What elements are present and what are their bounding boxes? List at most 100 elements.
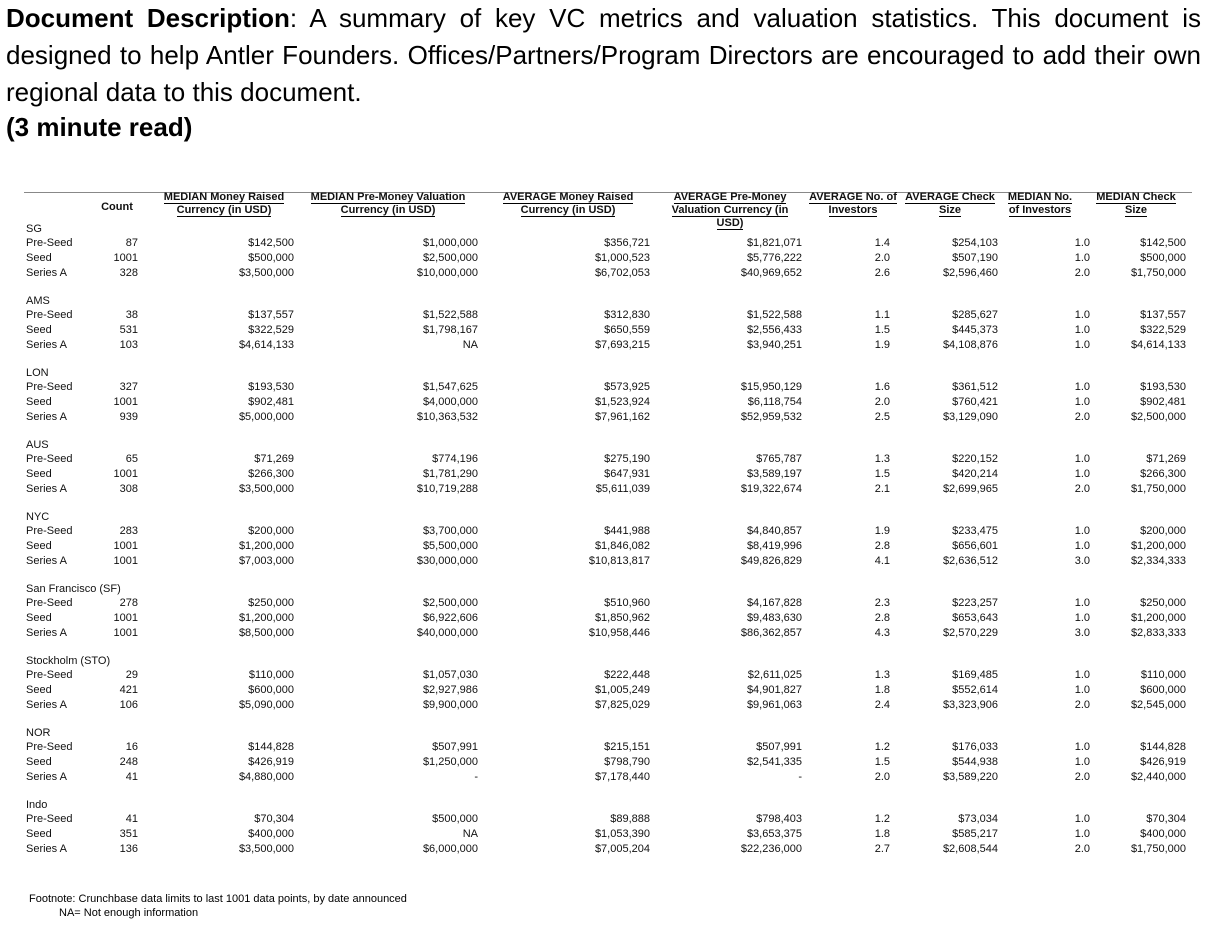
- table-cell: $3,129,090: [942, 411, 998, 423]
- table-cell: $356,721: [604, 237, 650, 249]
- table-cell: $765,787: [756, 453, 802, 465]
- table-cell: $71,269: [1146, 453, 1186, 465]
- header-average-money-raised: AVERAGE Money Raised Currency (in USD): [502, 191, 634, 217]
- table-group: NYC Pre-Seed 283 $200,000 $3,700,000 $441,988…: [24, 510, 1192, 569]
- table-cell: 3.0: [1074, 627, 1090, 639]
- table-cell: $7,961,162: [594, 411, 650, 423]
- table-cell: $2,545,000: [1130, 699, 1186, 711]
- footnote: Footnote: Crunchbase data limits to last…: [29, 892, 407, 920]
- table-cell: Series A: [26, 339, 67, 351]
- table-cell: $1,781,290: [422, 468, 478, 480]
- table-cell: 2.8: [874, 612, 890, 624]
- table-cell: $71,269: [254, 453, 294, 465]
- table-cell: Series A: [26, 627, 67, 639]
- table-cell: $40,969,652: [740, 267, 802, 279]
- table-cell: Seed: [26, 540, 52, 552]
- table-cell: $2,500,000: [1130, 411, 1186, 423]
- table-cell: 1.0: [1074, 756, 1090, 768]
- table-cell: $8,500,000: [238, 627, 294, 639]
- group-name: SG: [26, 223, 42, 235]
- table-cell: 1.5: [874, 468, 890, 480]
- table-cell: $1,846,082: [594, 540, 650, 552]
- table-cell: $2,596,460: [942, 267, 998, 279]
- table-row: Series A 41 $4,880,000 - $7,178,440 - 2.0 $3,58…: [24, 770, 1192, 785]
- table-cell: $500,000: [1140, 252, 1186, 264]
- header-average-no-investors: AVERAGE No. of Investors: [809, 191, 897, 217]
- table-cell: 1.0: [1074, 597, 1090, 609]
- table-cell: Pre-Seed: [26, 525, 73, 537]
- vc-metrics-table: Count MEDIAN Money Raised Currency (in U…: [24, 186, 1192, 870]
- table-group: SG Pre-Seed 87 $142,500 $1,000,000 $356,721 $1…: [24, 222, 1192, 281]
- table-cell: 136: [119, 843, 138, 855]
- group-name: Stockholm (STO): [26, 655, 111, 667]
- document-description: Document Description: A summary of key V…: [6, 0, 1201, 111]
- table-row: Pre-Seed 283 $200,000 $3,700,000 $441,988 $4,…: [24, 524, 1192, 539]
- table-cell: Pre-Seed: [26, 309, 73, 321]
- table-cell: Pre-Seed: [26, 741, 73, 753]
- read-time: (3 minute read): [6, 112, 193, 142]
- table-row: Pre-Seed 87 $142,500 $1,000,000 $356,721 $1,8…: [24, 236, 1192, 251]
- table-cell: 1.6: [874, 381, 890, 393]
- table-cell: 87: [125, 237, 138, 249]
- table-cell: $600,000: [248, 684, 294, 696]
- table-cell: $215,151: [604, 741, 650, 753]
- table-cell: $30,000,000: [416, 555, 478, 567]
- table-cell: $1,053,390: [594, 828, 650, 840]
- table-cell: Pre-Seed: [26, 669, 73, 681]
- table-cell: $10,000,000: [416, 267, 478, 279]
- table-row: Seed 248 $426,919 $1,250,000 $798,790 $2,541,…: [24, 755, 1192, 770]
- table-cell: $193,530: [1140, 381, 1186, 393]
- table-cell: $193,530: [248, 381, 294, 393]
- table-cell: 1.0: [1074, 453, 1090, 465]
- table-cell: $4,167,828: [746, 597, 802, 609]
- table-cell: $233,475: [952, 525, 998, 537]
- table-cell: 2.0: [1074, 699, 1090, 711]
- table-cell: $6,000,000: [422, 843, 478, 855]
- table-row: Seed 1001 $1,200,000 $5,500,000 $1,846,082 $8…: [24, 539, 1192, 554]
- table-cell: 1.0: [1074, 381, 1090, 393]
- group-name: San Francisco (SF): [26, 583, 121, 595]
- table-cell: $9,961,063: [746, 699, 802, 711]
- table-cell: 1.0: [1074, 669, 1090, 681]
- table-cell: 4.3: [874, 627, 890, 639]
- table-cell: $7,693,215: [594, 339, 650, 351]
- table-cell: $4,614,133: [1130, 339, 1186, 351]
- group-name: Indo: [26, 799, 48, 811]
- table-cell: 2.0: [1074, 771, 1090, 783]
- table-cell: $7,003,000: [238, 555, 294, 567]
- header-median-money-raised: MEDIAN Money Raised Currency (in USD): [163, 191, 285, 217]
- table-cell: Seed: [26, 468, 52, 480]
- table-cell: 2.0: [874, 396, 890, 408]
- table-cell: $510,960: [604, 597, 650, 609]
- header-count: Count: [101, 201, 133, 213]
- table-cell: $1,850,962: [594, 612, 650, 624]
- table-cell: 1.9: [874, 525, 890, 537]
- table-cell: $10,813,817: [588, 555, 650, 567]
- table-cell: $656,601: [952, 540, 998, 552]
- table-cell: $1,547,625: [422, 381, 478, 393]
- table-cell: $5,500,000: [422, 540, 478, 552]
- table-cell: 2.3: [874, 597, 890, 609]
- table-cell: $200,000: [1140, 525, 1186, 537]
- table-row: Seed 1001 $902,481 $4,000,000 $1,523,924 $6,1…: [24, 395, 1192, 410]
- table-row: Pre-Seed 327 $193,530 $1,547,625 $573,925 $15…: [24, 380, 1192, 395]
- table-cell: Pre-Seed: [26, 453, 73, 465]
- table-row: Series A 328 $3,500,000 $10,000,000 $6,702,0…: [24, 266, 1192, 281]
- group-name: LON: [26, 367, 49, 379]
- table-cell: NA: [462, 828, 478, 840]
- table-cell: $1,200,000: [1130, 612, 1186, 624]
- table-cell: 1.5: [874, 756, 890, 768]
- table-row: Series A 1001 $7,003,000 $30,000,000 $10,813…: [24, 554, 1192, 569]
- table-row: Pre-Seed 278 $250,000 $2,500,000 $510,960 $4,…: [24, 596, 1192, 611]
- table-cell: $22,236,000: [740, 843, 802, 855]
- table-cell: $653,643: [952, 612, 998, 624]
- table-cell: $322,529: [1140, 324, 1186, 336]
- table-cell: 38: [125, 309, 138, 321]
- table-cell: $1,200,000: [238, 612, 294, 624]
- table-cell: 278: [119, 597, 138, 609]
- table-cell: $1,523,924: [594, 396, 650, 408]
- table-cell: $223,257: [952, 597, 998, 609]
- footnote-line-2: NA= Not enough information: [59, 907, 199, 919]
- table-cell: Pre-Seed: [26, 237, 73, 249]
- table-cell: $49,826,829: [740, 555, 802, 567]
